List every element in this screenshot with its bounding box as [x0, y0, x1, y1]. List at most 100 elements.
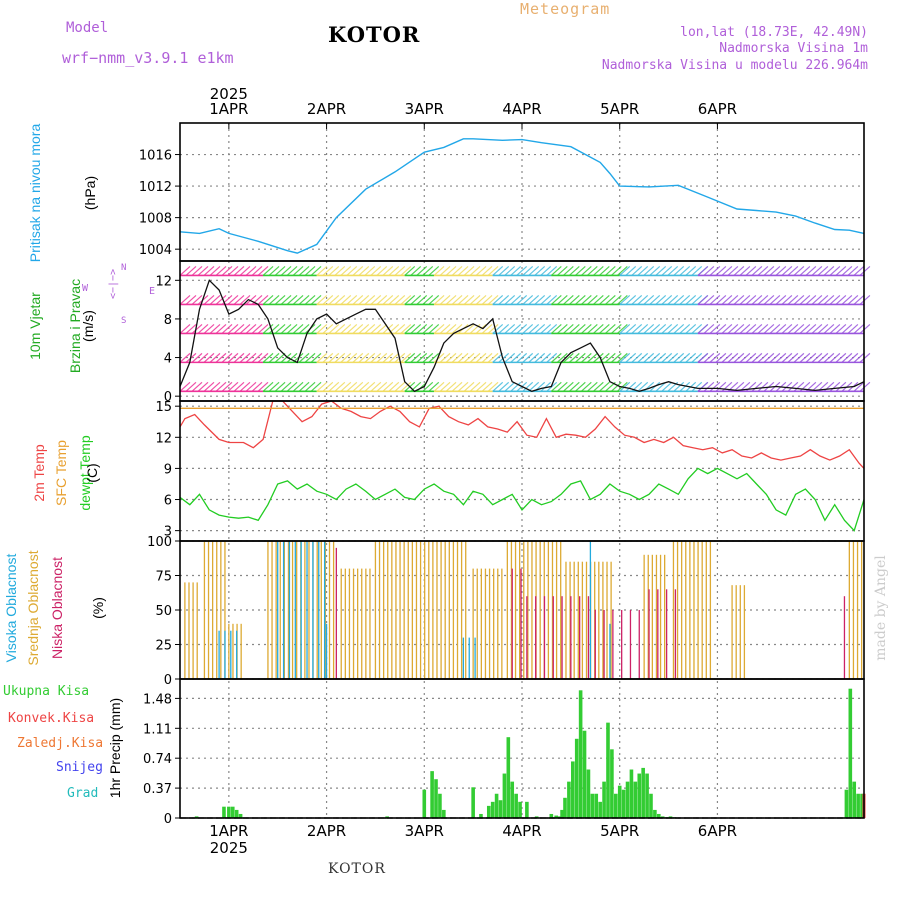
wind-barb [221, 323, 233, 334]
tick-label: 12 [155, 431, 172, 446]
wind-barb [504, 352, 516, 363]
wind-barb [793, 381, 805, 392]
wind-barb [592, 381, 604, 392]
wind-barb [580, 295, 592, 305]
wind-barb [388, 266, 400, 276]
precip-bar [227, 806, 231, 818]
wind-barb [847, 323, 859, 334]
precip-bar [385, 816, 389, 818]
wind-barb [799, 323, 811, 334]
wind-barb [793, 295, 805, 305]
wind-barb [598, 266, 610, 276]
day-label-top: 3APR [405, 100, 444, 118]
precip-bar [586, 769, 591, 818]
wind-barb [233, 323, 245, 334]
wind-barb [586, 381, 598, 392]
wind-barb [510, 295, 522, 305]
precip-bar [633, 781, 638, 818]
wind-barb [304, 381, 316, 392]
wind-barb [416, 352, 428, 363]
wind-barb [733, 295, 745, 305]
wind-barb [799, 381, 811, 392]
wind-barb [251, 323, 263, 334]
wind-barb [739, 323, 751, 334]
wind-barb [775, 266, 787, 276]
wind-barb [215, 295, 227, 305]
wind-barb [451, 266, 463, 276]
wind-barb [592, 323, 604, 334]
wind-barb [382, 266, 394, 276]
wind-barb [817, 266, 829, 276]
wind-barb [853, 352, 865, 363]
model-label: Model [66, 20, 109, 36]
wind-barb [215, 266, 227, 276]
wind-barb [546, 352, 558, 363]
wind-barb [655, 295, 667, 305]
precip-bar [582, 730, 587, 818]
wind-barb [697, 352, 709, 363]
wind-barb [721, 323, 733, 334]
wind-barb [667, 323, 679, 334]
wind-barb [215, 323, 227, 334]
wind-barb [328, 352, 340, 363]
legend-conv-precip: Konvek.Kisa [8, 711, 95, 726]
wind-barb [655, 352, 667, 363]
wind-barb [799, 352, 811, 363]
year-label-top: 2025 [210, 85, 248, 103]
wind-barb [286, 323, 298, 334]
wind-barb [787, 352, 799, 363]
meteogram-label: Meteogram [520, 0, 611, 18]
tick-label: 50 [155, 604, 172, 619]
day-label-top: 2APR [307, 100, 346, 118]
wind-barb [643, 323, 655, 334]
wind-barb [757, 381, 769, 392]
wind-barb [469, 381, 481, 392]
precip-bar [518, 801, 522, 818]
wind-barb [556, 295, 568, 305]
tick-label: 12 [155, 274, 172, 289]
wind-barb [715, 295, 727, 305]
wind-barb [721, 381, 733, 392]
wind-barb [239, 266, 251, 276]
wind-barb [376, 381, 388, 392]
wind-barb [697, 266, 709, 276]
wind-barb [209, 381, 221, 392]
precip-bar [574, 738, 579, 818]
wind-barb [498, 352, 510, 363]
wind-barb [328, 295, 340, 305]
wind-barb [643, 266, 655, 276]
wind-barb [268, 323, 280, 334]
wind-barbs-layer [179, 266, 871, 393]
wind-barb [847, 295, 859, 305]
wind-barb [793, 323, 805, 334]
wind-barb [227, 381, 239, 392]
wind-barb [445, 381, 457, 392]
wind-barb [528, 266, 540, 276]
wind-barb [805, 352, 817, 363]
wind-barb [280, 266, 292, 276]
wind-barb [733, 266, 745, 276]
wind-barb [394, 266, 406, 276]
precip-bar [649, 793, 653, 818]
wind-barb [835, 266, 847, 276]
wind-barb [853, 295, 865, 305]
wind-barb [781, 352, 793, 363]
precip-bar [438, 793, 442, 818]
tick-label: 0.37 [143, 782, 172, 797]
wind-barb [376, 295, 388, 305]
wind-barb [709, 266, 721, 276]
wind-barb [457, 381, 469, 392]
series-layer [179, 138, 866, 819]
wind-barb [562, 295, 574, 305]
wind-barb [745, 266, 757, 276]
precip-bar [614, 793, 618, 818]
grid-layer [180, 123, 864, 819]
tick-label: 0 [164, 812, 172, 827]
wind-barb [433, 323, 445, 334]
wind-barb [522, 266, 534, 276]
wind-barb [179, 266, 191, 276]
wind-barb [745, 381, 757, 392]
wind-barb [841, 266, 853, 276]
wind-barb [274, 266, 286, 276]
wind-barb [346, 266, 358, 276]
